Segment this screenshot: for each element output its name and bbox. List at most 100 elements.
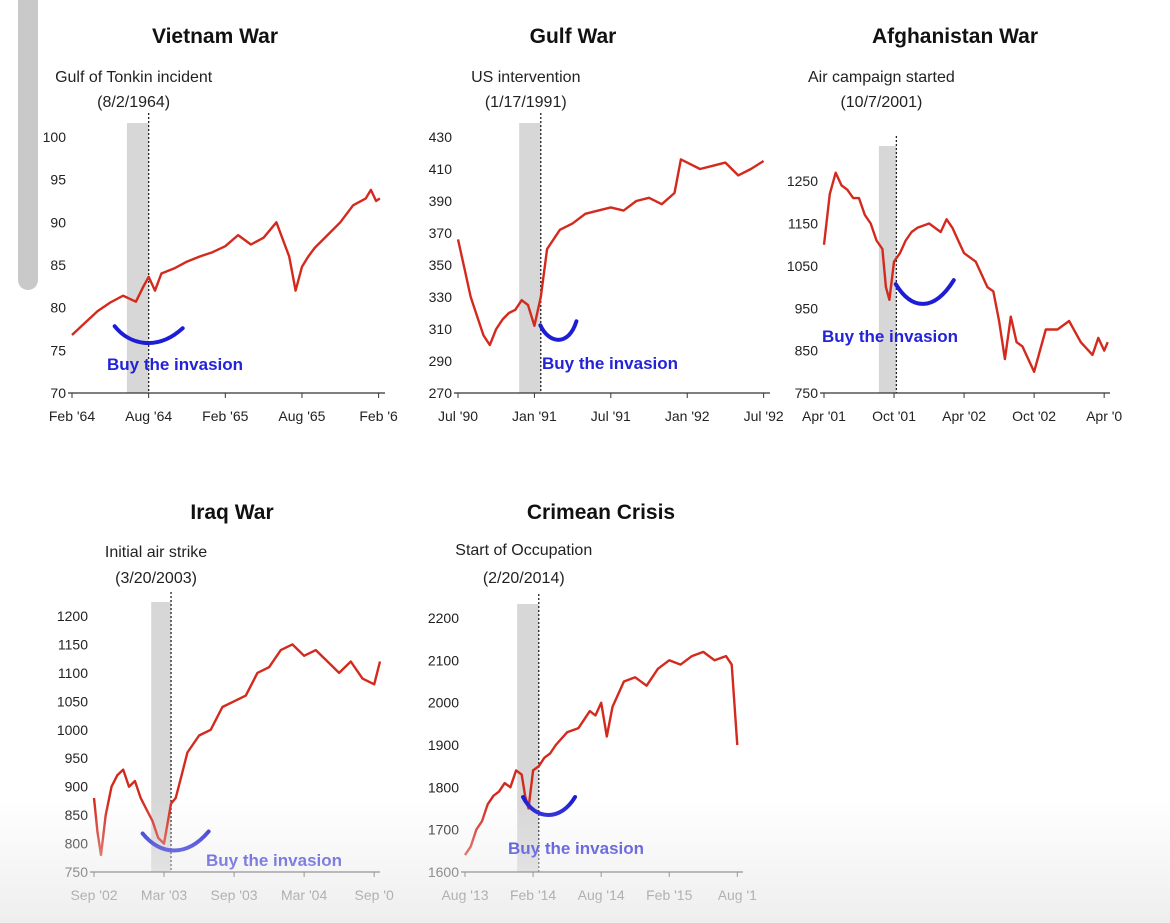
y-tick-label: 80 [50, 300, 66, 316]
y-tick-label: 310 [429, 321, 453, 337]
y-tick-label: 2100 [428, 652, 459, 668]
x-tick-label: Feb '64 [49, 408, 95, 424]
buy-annotation-curve [538, 319, 579, 342]
buy-annotation-curve [112, 324, 185, 345]
x-tick-label: Aug '13 [441, 887, 488, 903]
x-tick-label: Aug '1 [718, 887, 757, 903]
y-tick-label: 2000 [428, 695, 459, 711]
y-tick-label: 750 [65, 864, 89, 880]
y-tick-label: 410 [429, 161, 453, 177]
y-tick-label: 750 [795, 385, 819, 401]
buy-annotation-label: Buy the invasion [206, 851, 342, 870]
event-date: (8/2/1964) [97, 94, 170, 111]
y-tick-label: 1700 [428, 822, 459, 838]
event-label: Start of Occupation [455, 542, 592, 559]
y-tick-label: 950 [65, 750, 89, 766]
y-tick-label: 2200 [428, 610, 459, 626]
y-tick-label: 85 [50, 257, 66, 273]
y-tick-label: 290 [429, 353, 453, 369]
shaded-window [151, 602, 172, 872]
x-tick-label: Feb '65 [202, 408, 248, 424]
event-date: (3/20/2003) [115, 570, 197, 587]
y-tick-label: 1000 [57, 722, 88, 738]
event-label: Initial air strike [105, 544, 207, 561]
y-tick-label: 1250 [787, 173, 818, 189]
buy-annotation-label: Buy the invasion [542, 354, 678, 373]
y-tick-label: 1600 [428, 864, 459, 880]
x-tick-label: Sep '02 [70, 887, 117, 903]
shaded-window [519, 123, 541, 393]
chart-panel: Crimean Crisis Start of Occupation (2/20/2… [428, 501, 757, 903]
x-tick-label: Aug '64 [125, 408, 172, 424]
y-tick-label: 350 [429, 257, 453, 273]
x-tick-label: Oct '01 [872, 408, 916, 424]
x-tick-label: Feb '6 [359, 408, 398, 424]
x-tick-label: Jul '91 [591, 408, 631, 424]
y-tick-label: 1050 [787, 258, 818, 274]
chart-panel: Afghanistan War Air campaign started (10/7… [787, 25, 1123, 424]
y-tick-label: 1150 [58, 636, 88, 652]
chart-title: Gulf War [530, 25, 617, 48]
scrollbar[interactable] [18, 0, 38, 290]
x-tick-label: Apr '02 [942, 408, 986, 424]
event-date: (1/17/1991) [485, 94, 567, 111]
price-series-line [92, 643, 382, 857]
x-tick-label: Apr '0 [1086, 408, 1122, 424]
chart-panel: Vietnam War Gulf of Tonkin incident (8/2/1… [43, 25, 398, 424]
x-tick-label: Jan '91 [512, 408, 557, 424]
x-tick-label: Jul '90 [438, 408, 478, 424]
buy-annotation-label: Buy the invasion [822, 327, 958, 346]
y-tick-label: 90 [50, 214, 66, 230]
y-tick-label: 390 [429, 193, 453, 209]
y-tick-label: 900 [65, 779, 89, 795]
event-label: Gulf of Tonkin incident [55, 69, 213, 86]
buy-annotation-label: Buy the invasion [107, 355, 243, 374]
y-tick-label: 270 [429, 385, 453, 401]
event-date: (2/20/2014) [483, 570, 565, 587]
price-series-line [456, 158, 765, 347]
x-tick-label: Sep '0 [355, 887, 394, 903]
x-tick-label: Jan '92 [665, 408, 710, 424]
y-tick-label: 1100 [58, 665, 88, 681]
y-tick-label: 1200 [57, 608, 88, 624]
shaded-window [878, 146, 897, 393]
y-tick-label: 95 [50, 172, 66, 188]
x-tick-label: Apr '01 [802, 408, 846, 424]
y-tick-label: 1050 [57, 693, 88, 709]
y-tick-label: 430 [429, 129, 453, 145]
chart-title: Afghanistan War [872, 25, 1038, 48]
y-tick-label: 800 [65, 836, 89, 852]
chart-title: Crimean Crisis [527, 501, 675, 524]
y-tick-label: 1800 [428, 779, 459, 795]
y-tick-label: 330 [429, 289, 453, 305]
x-tick-label: Aug '65 [278, 408, 325, 424]
chart-title: Vietnam War [152, 25, 278, 48]
shaded-window [126, 123, 149, 393]
y-tick-label: 1900 [428, 737, 459, 753]
y-tick-label: 75 [50, 342, 66, 358]
y-tick-label: 950 [795, 300, 819, 316]
event-label: US intervention [471, 69, 580, 86]
x-tick-label: Feb '15 [646, 887, 692, 903]
y-tick-label: 370 [429, 225, 453, 241]
price-series-line [822, 171, 1109, 373]
price-series-line [71, 188, 381, 336]
x-tick-label: Oct '02 [1012, 408, 1056, 424]
x-tick-label: Mar '04 [281, 887, 327, 903]
y-tick-label: 850 [795, 343, 819, 359]
x-tick-label: Jul '92 [744, 408, 784, 424]
x-tick-label: Sep '03 [211, 887, 258, 903]
buy-annotation-label: Buy the invasion [508, 839, 644, 858]
chart-panel: Iraq War Initial air strike (3/20/2003) 750… [57, 501, 394, 903]
chart-title: Iraq War [190, 501, 273, 524]
x-tick-label: Mar '03 [141, 887, 187, 903]
chart-panel: Gulf War US intervention (1/17/1991) 270 290… [429, 25, 784, 424]
buy-annotation-curve [893, 278, 956, 306]
y-tick-label: 850 [65, 807, 89, 823]
x-tick-label: Aug '14 [578, 887, 625, 903]
y-tick-label: 100 [43, 129, 67, 145]
shaded-window [517, 604, 539, 872]
price-series-line [464, 650, 739, 856]
y-tick-label: 70 [50, 385, 66, 401]
